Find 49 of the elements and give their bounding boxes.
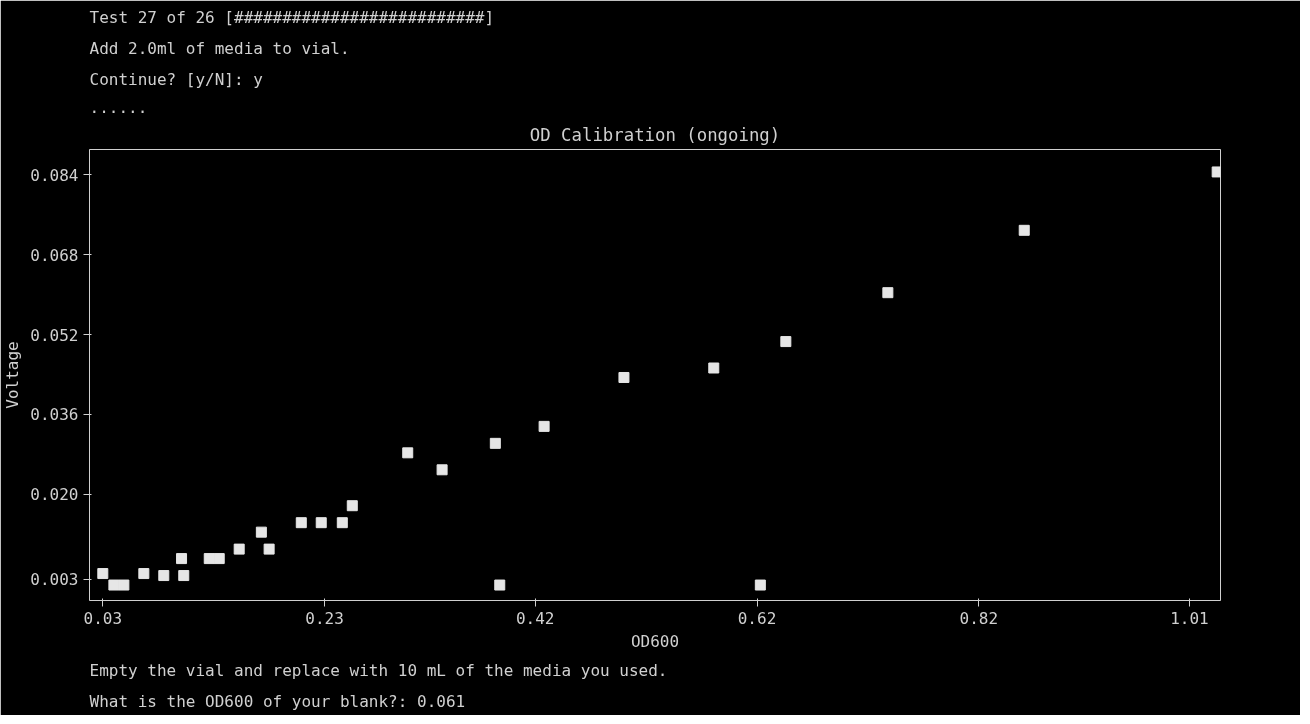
x-tick-label: 0.03 — [83, 608, 123, 628]
text: Continue? [y/N]: y — [89, 69, 264, 89]
text: What is the OD600 of your blank?: 0.061 — [89, 691, 466, 711]
text: Test 27 of 26 [##########################] — [89, 7, 495, 27]
point — [118, 579, 130, 591]
point — [336, 517, 348, 529]
point — [213, 553, 225, 565]
text: ...... — [89, 97, 148, 117]
point — [295, 517, 307, 529]
point — [1018, 224, 1030, 236]
x-tick-label: 0.42 — [515, 608, 555, 628]
point — [315, 517, 327, 529]
point — [97, 568, 109, 580]
point — [158, 570, 170, 582]
point — [176, 553, 188, 565]
point — [402, 447, 414, 459]
x-tick-label: 0.62 — [737, 608, 777, 628]
point — [138, 568, 150, 580]
point — [263, 543, 275, 555]
point — [618, 371, 630, 383]
x-tick-label: 1.01 — [1170, 608, 1209, 628]
point — [708, 362, 720, 374]
y-tick-label: 0.036 — [30, 405, 79, 425]
x-tick-label: 0.23 — [305, 608, 344, 628]
point — [882, 287, 894, 299]
y-tick-label: 0.068 — [30, 245, 79, 265]
point — [1211, 166, 1221, 178]
point — [108, 579, 120, 591]
y-axis-title: Voltage — [3, 341, 23, 409]
point — [436, 464, 448, 476]
text: Empty the vial and replace with 10 mL of the media you used. — [89, 660, 668, 680]
point — [255, 526, 267, 538]
y-tick-label: 0.003 — [30, 570, 79, 590]
x-tick-label: 0.82 — [959, 608, 999, 628]
y-tick-label: 0.084 — [30, 165, 79, 185]
x-axis-title: OD600 — [630, 631, 680, 651]
y-tick-label: 0.020 — [30, 485, 79, 505]
chart-title: OD Calibration (ongoing) — [529, 124, 781, 145]
point — [494, 579, 506, 591]
point — [780, 336, 792, 348]
point — [233, 543, 245, 555]
point — [489, 437, 501, 449]
point — [178, 570, 190, 582]
point — [754, 579, 766, 591]
text: Add 2.0ml of media to vial. — [89, 38, 350, 58]
point — [538, 420, 550, 432]
y-tick-label: 0.052 — [30, 325, 79, 345]
point — [346, 500, 358, 512]
point — [203, 553, 215, 565]
